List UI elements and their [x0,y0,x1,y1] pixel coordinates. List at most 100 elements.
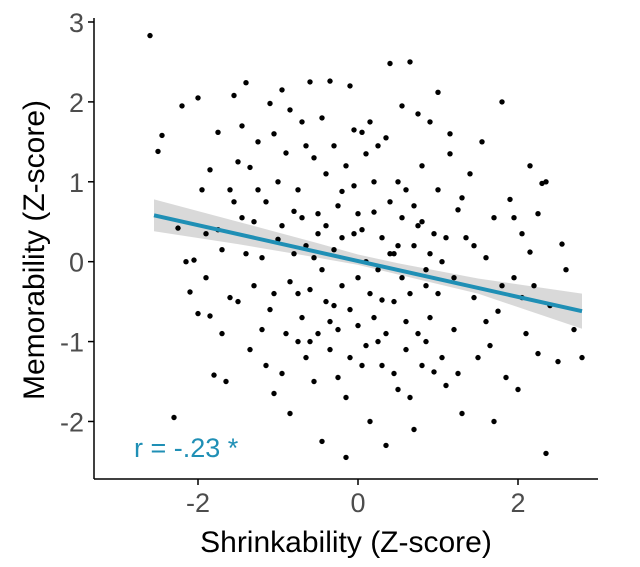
data-point [511,215,517,221]
data-point [419,163,425,169]
data-point [343,163,349,169]
data-point [435,89,441,96]
data-point [395,179,401,185]
data-point [315,231,321,237]
data-point [419,362,425,369]
data-point [367,119,373,125]
data-point [535,350,541,357]
fit-line-layer [153,213,583,314]
data-point [279,87,285,93]
data-point [271,290,277,297]
data-point [399,275,405,281]
data-point [375,143,381,149]
data-point [235,159,241,165]
data-point [419,219,425,225]
data-point [391,251,397,257]
data-point [519,231,525,237]
data-point [451,275,457,281]
data-point [423,283,429,289]
data-point [203,275,209,281]
data-point [511,275,517,281]
data-point [355,275,361,281]
data-point [451,326,457,333]
data-point [303,354,309,361]
data-point [427,119,433,125]
data-point [399,103,405,109]
data-point [319,438,325,445]
data-point [271,390,277,397]
data-point [463,235,469,241]
data-point [363,151,369,157]
y-tick-label: -1 [60,328,84,358]
data-point [503,374,509,381]
data-point [183,259,189,265]
x-tick-label: 2 [510,488,525,518]
data-point [415,111,421,117]
data-point [435,290,441,297]
data-point [279,223,285,229]
data-point [279,370,285,377]
data-point [231,92,237,99]
data-point [471,243,477,249]
data-point [211,372,217,378]
data-point [219,330,225,337]
data-point [267,100,273,107]
data-point [423,267,429,273]
data-point [371,314,377,321]
data-point [383,442,389,449]
data-point [251,219,257,225]
data-point [379,297,385,303]
data-point [299,314,305,321]
data-point [299,215,305,221]
data-point [283,150,289,156]
data-point [335,203,341,209]
data-point [339,188,345,195]
data-point [455,207,461,213]
data-point [555,358,561,365]
data-point [391,370,397,377]
data-point [475,354,481,361]
data-point [383,135,389,141]
data-point [239,215,245,221]
data-point [247,164,253,171]
data-point [343,454,349,461]
data-point [523,330,529,337]
data-point [235,298,241,305]
data-point [319,115,325,121]
data-point [295,290,301,297]
data-point [359,227,365,233]
data-point [487,342,493,349]
data-point [155,148,161,155]
data-point [287,410,293,417]
data-point [375,338,381,345]
data-point [323,298,329,305]
data-point [411,426,417,433]
data-point [435,187,441,193]
data-point [335,326,341,333]
data-point [271,131,277,137]
data-point [387,199,393,205]
data-point [295,187,301,193]
data-point [267,306,273,313]
axes [93,18,598,480]
data-point [307,79,313,85]
data-point [255,139,261,145]
data-point [227,294,233,301]
data-point [239,123,245,129]
data-point [231,199,237,205]
data-point [427,314,433,321]
data-point [303,143,309,149]
data-point [431,369,437,375]
data-point [447,131,453,137]
data-point [371,179,377,185]
data-point [227,187,233,193]
data-point [363,342,369,349]
data-point [323,223,329,229]
data-point [443,382,449,389]
data-point [367,290,373,297]
data-point [491,418,497,425]
data-point [367,418,373,425]
data-point [223,378,229,385]
data-point [495,308,501,314]
y-tick-label: 1 [69,168,84,198]
